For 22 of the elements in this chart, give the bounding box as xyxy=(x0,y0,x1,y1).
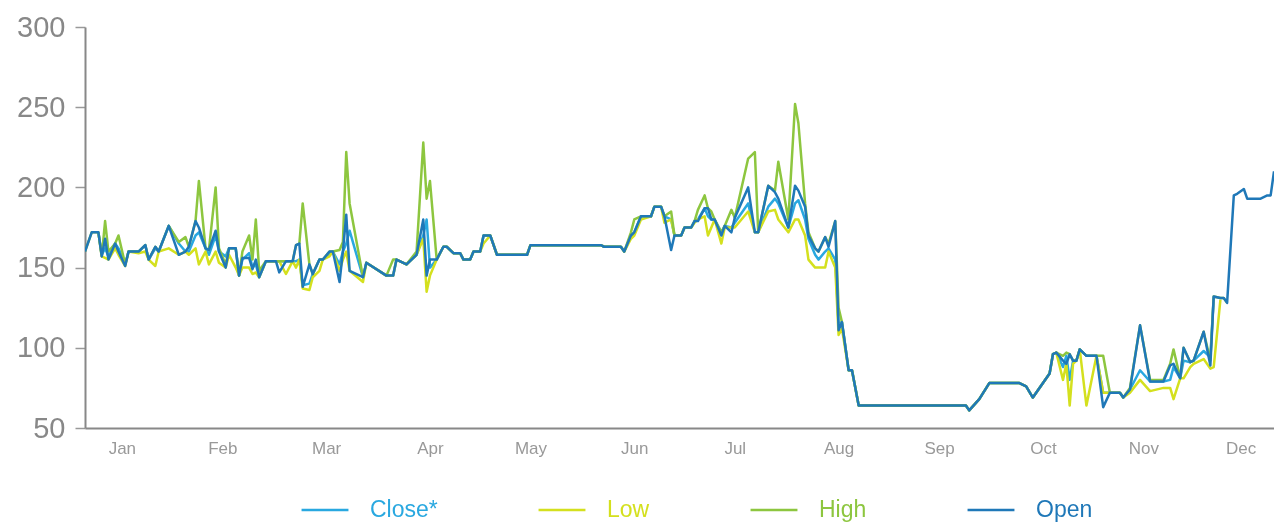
y-tick-label: 250 xyxy=(17,90,66,123)
x-tick-label: Jun xyxy=(621,438,649,458)
legend-label: Low xyxy=(607,496,650,522)
x-tick-label: Jan xyxy=(108,438,137,458)
x-tick-label: Jul xyxy=(724,438,747,458)
y-tick-label: 100 xyxy=(17,331,66,364)
x-tick-label: Nov xyxy=(1128,438,1160,458)
x-tick-label: Sep xyxy=(924,438,955,458)
legend-label: Close* xyxy=(370,496,438,522)
x-tick-label: Aug xyxy=(823,438,855,458)
y-tick-label: 50 xyxy=(33,411,66,444)
y-tick-label: 300 xyxy=(17,10,66,43)
x-tick-label: May xyxy=(514,438,548,458)
y-tick-label: 150 xyxy=(17,251,66,284)
x-tick-label: Apr xyxy=(417,438,445,458)
y-tick-label: 200 xyxy=(17,170,66,203)
x-tick-label: Dec xyxy=(1225,438,1257,458)
x-tick-label: Feb xyxy=(208,438,238,458)
legend-label: High xyxy=(819,496,867,522)
legend-label: Open xyxy=(1036,496,1093,522)
x-tick-label: Mar xyxy=(312,438,342,458)
x-tick-label: Oct xyxy=(1030,438,1057,458)
